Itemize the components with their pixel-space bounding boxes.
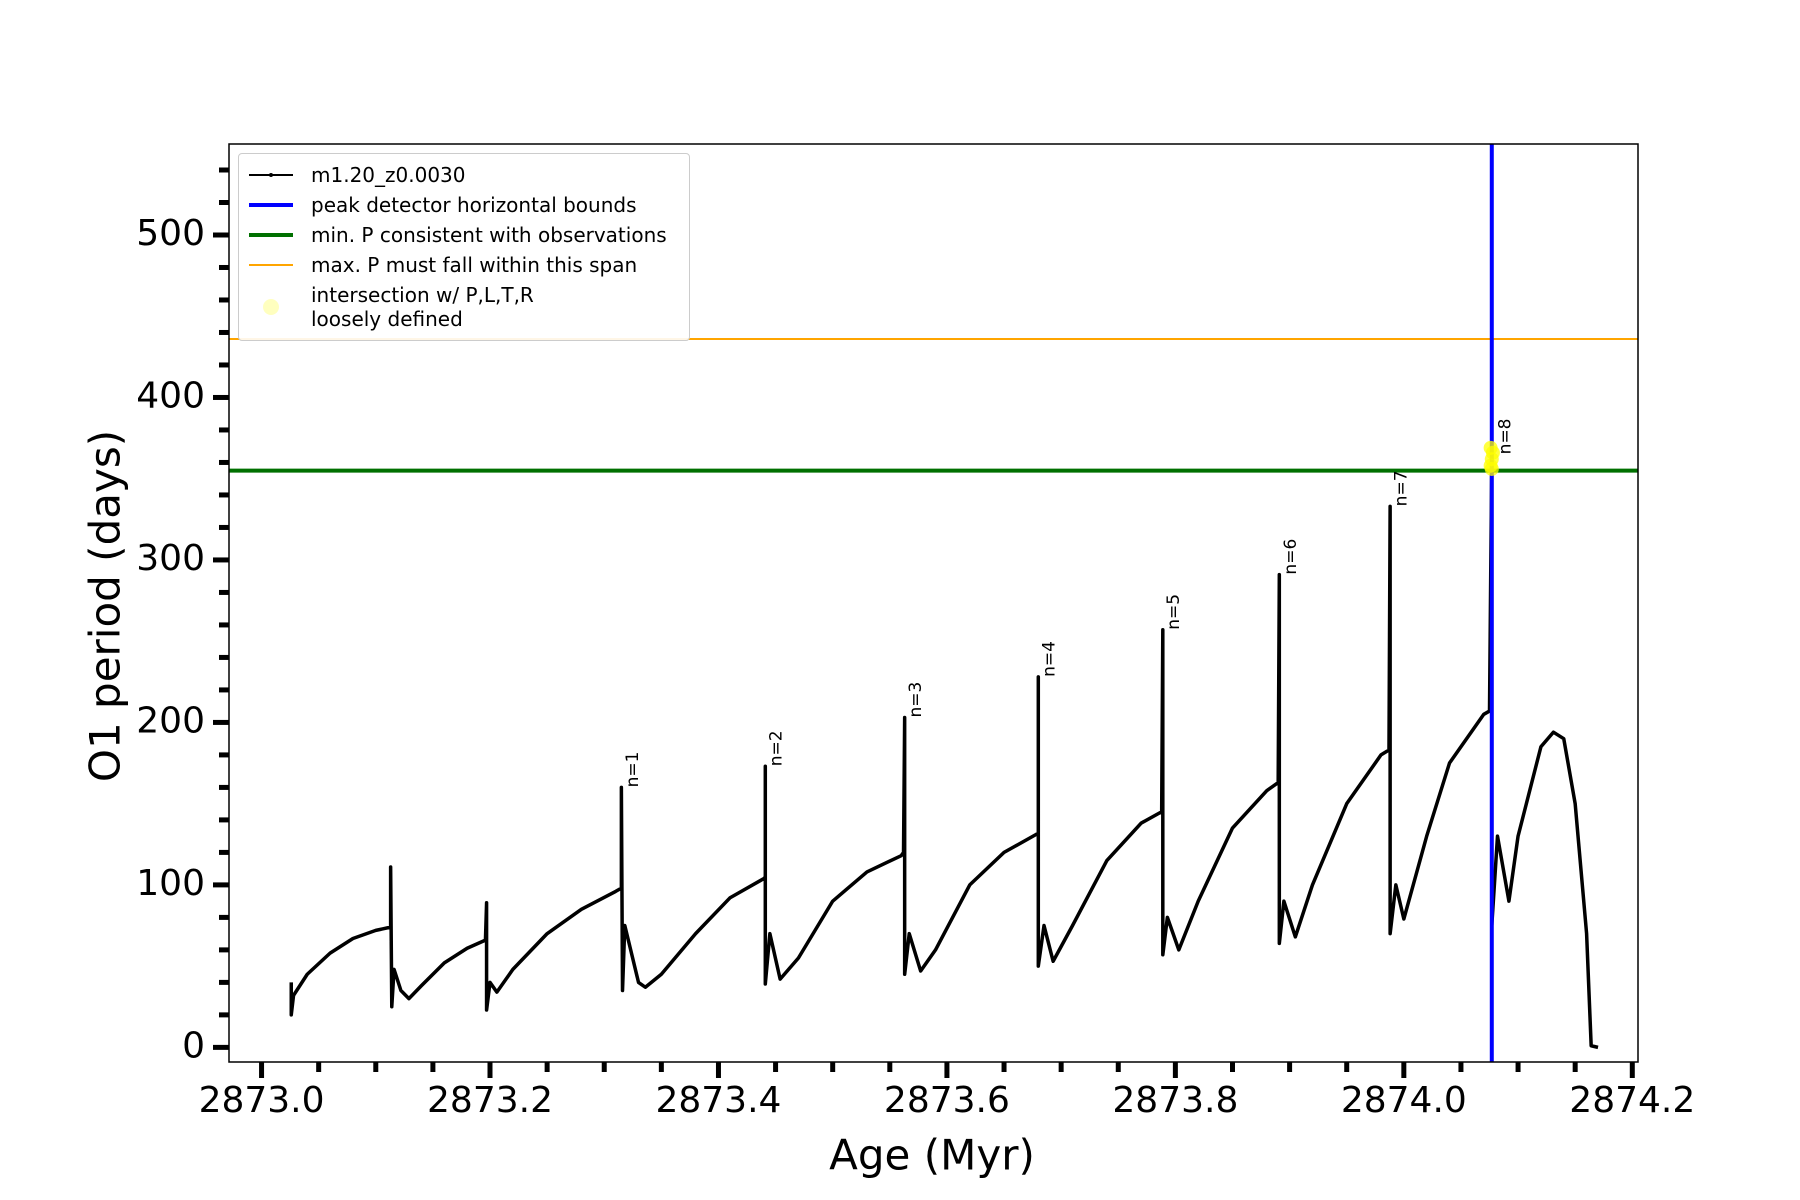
legend-swatch	[249, 203, 293, 207]
y-tick-label: 500	[136, 213, 205, 254]
annotation: n=1	[623, 752, 643, 788]
legend-entry: m1.20_z0.0030	[239, 160, 689, 190]
annotation: n=3	[906, 682, 926, 718]
data-line	[289, 452, 1599, 1050]
y-tick-label: 300	[136, 538, 205, 579]
y-tick-label: 200	[136, 700, 205, 741]
annotation: n=8	[1495, 418, 1515, 454]
annotation: n=7	[1392, 470, 1412, 506]
plot-frame	[228, 143, 1639, 1063]
legend-entry: peak detector horizontal bounds	[239, 190, 689, 220]
legend-label: m1.20_z0.0030	[311, 163, 466, 187]
x-tick-label: 2874.0	[1341, 1080, 1467, 1121]
legend-label: intersection w/ P,L,T,R loosely defined	[311, 283, 534, 331]
legend-entry: min. P consistent with observations	[239, 220, 689, 250]
legend-handle	[249, 229, 293, 241]
legend-label: peak detector horizontal bounds	[311, 193, 637, 217]
x-tick-label: 2873.6	[884, 1080, 1010, 1121]
y-tick-label: 400	[136, 375, 205, 416]
highlight-point	[1483, 440, 1498, 455]
legend-entry: max. P must fall within this span	[239, 250, 689, 280]
legend-handle	[249, 199, 293, 211]
legend-label: min. P consistent with observations	[311, 223, 667, 247]
annotation: n=6	[1281, 539, 1301, 575]
legend-handle	[249, 259, 293, 271]
x-axis-label: Age (Myr)	[829, 1131, 1035, 1180]
annotation: n=2	[767, 730, 787, 766]
legend-label: max. P must fall within this span	[311, 253, 638, 277]
legend-swatch	[249, 233, 293, 237]
x-tick-label: 2873.8	[1112, 1080, 1238, 1121]
legend-entry: intersection w/ P,L,T,R loosely defined	[239, 280, 689, 334]
y-tick-label: 100	[136, 863, 205, 904]
legend-handle	[249, 169, 293, 181]
x-tick-label: 2874.2	[1569, 1080, 1695, 1121]
legend-swatch	[249, 173, 293, 177]
legend-swatch	[263, 299, 279, 315]
y-axis-label: O1 period (days)	[81, 430, 130, 782]
legend-swatch	[249, 264, 293, 266]
x-tick-label: 2873.4	[655, 1080, 781, 1121]
annotation: n=4	[1040, 641, 1060, 677]
highlight-point	[1484, 461, 1499, 476]
legend-handle	[249, 297, 293, 317]
x-tick-label: 2873.2	[427, 1080, 553, 1121]
y-tick-label: 0	[182, 1025, 205, 1066]
annotation: n=5	[1164, 594, 1184, 630]
x-tick-label: 2873.0	[199, 1080, 325, 1121]
